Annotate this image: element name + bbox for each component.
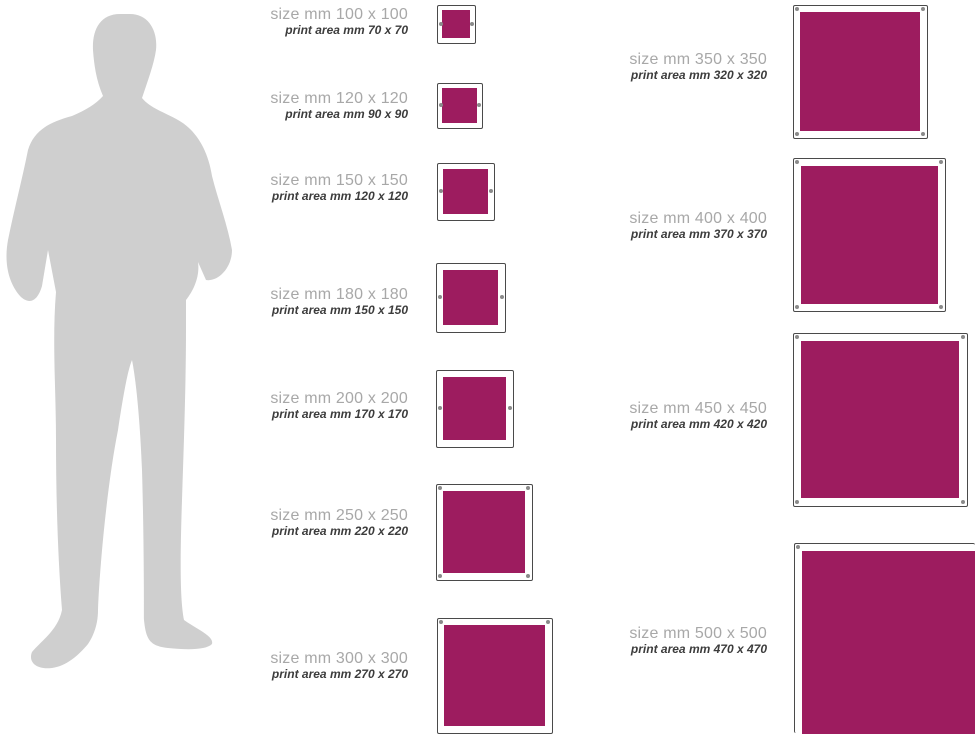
screw-hole-icon (438, 406, 442, 410)
panel-label-150: size mm 150 x 150 print area mm 120 x 12… (208, 172, 408, 203)
panel-size-text: size mm 180 x 180 (270, 286, 408, 303)
panel-print-area-text: print area mm 470 x 470 (630, 641, 767, 656)
screw-hole-icon (526, 574, 530, 578)
panel-print-area (442, 10, 470, 38)
screw-hole-icon (439, 22, 443, 26)
panel-size-text: size mm 400 x 400 (629, 210, 767, 227)
screw-hole-icon (470, 22, 474, 26)
panel-size-text: size mm 300 x 300 (270, 650, 408, 667)
panel-print-area-text: print area mm 90 x 90 (285, 106, 408, 121)
person-silhouette-icon (6, 14, 232, 669)
panel-size-text: size mm 500 x 500 (629, 625, 767, 642)
panel-print-area (801, 341, 959, 498)
panel-print-area-text: print area mm 70 x 70 (285, 22, 408, 37)
panel-label-200: size mm 200 x 200 print area mm 170 x 17… (208, 390, 408, 421)
panel-frame-200 (436, 370, 514, 448)
screw-hole-icon (477, 103, 481, 107)
screw-hole-icon (961, 335, 965, 339)
panel-frame-400 (793, 158, 946, 312)
screw-hole-icon (961, 500, 965, 504)
panel-print-area-text: print area mm 270 x 270 (271, 666, 408, 681)
screw-hole-icon (795, 305, 799, 309)
panel-frame-450 (793, 333, 968, 507)
screw-hole-icon (795, 500, 799, 504)
screw-hole-icon (795, 132, 799, 136)
panel-print-area (442, 88, 477, 123)
screw-hole-icon (921, 132, 925, 136)
panel-print-area (801, 166, 938, 304)
panel-print-area-text: print area mm 420 x 420 (630, 416, 767, 431)
panel-print-area (802, 551, 975, 734)
panel-print-area-text: print area mm 320 x 320 (630, 67, 767, 82)
panel-frame-150 (437, 163, 495, 221)
panel-frame-120 (437, 83, 483, 129)
screw-hole-icon (439, 620, 443, 624)
panel-label-250: size mm 250 x 250 print area mm 220 x 22… (208, 507, 408, 538)
screw-hole-icon (939, 160, 943, 164)
panel-print-area (443, 169, 488, 214)
panel-print-area (800, 12, 920, 131)
screw-hole-icon (795, 335, 799, 339)
screw-hole-icon (489, 189, 493, 193)
panel-label-400: size mm 400 x 400 print area mm 370 x 37… (567, 210, 767, 241)
panel-print-area (443, 270, 498, 325)
panel-frame-350 (793, 5, 928, 139)
panel-print-area-text: print area mm 170 x 170 (271, 406, 408, 421)
panel-print-area (443, 491, 525, 573)
screw-hole-icon (795, 160, 799, 164)
screw-hole-icon (439, 103, 443, 107)
screw-hole-icon (921, 7, 925, 11)
panel-print-area-text: print area mm 120 x 120 (271, 188, 408, 203)
screw-hole-icon (939, 305, 943, 309)
panel-frame-180 (436, 263, 506, 333)
panel-print-area-text: print area mm 220 x 220 (271, 523, 408, 538)
screw-hole-icon (439, 189, 443, 193)
screw-hole-icon (508, 406, 512, 410)
panel-size-text: size mm 200 x 200 (270, 390, 408, 407)
panel-frame-300 (437, 618, 553, 734)
panel-size-text: size mm 350 x 350 (629, 51, 767, 68)
panel-label-500: size mm 500 x 500 print area mm 470 x 47… (567, 625, 767, 656)
screw-hole-icon (526, 486, 530, 490)
screw-hole-icon (438, 486, 442, 490)
panel-print-area-text: print area mm 150 x 150 (271, 302, 408, 317)
panel-print-area (444, 625, 545, 726)
panel-print-area-text: print area mm 370 x 370 (630, 226, 767, 241)
panel-size-text: size mm 120 x 120 (270, 90, 408, 107)
panel-label-180: size mm 180 x 180 print area mm 150 x 15… (208, 286, 408, 317)
panel-label-300: size mm 300 x 300 print area mm 270 x 27… (208, 650, 408, 681)
screw-hole-icon (546, 620, 550, 624)
panel-label-350: size mm 350 x 350 print area mm 320 x 32… (567, 51, 767, 82)
panel-frame-250 (436, 484, 533, 581)
panel-frame-500 (794, 543, 975, 734)
panel-label-450: size mm 450 x 450 print area mm 420 x 42… (567, 400, 767, 431)
screw-hole-icon (795, 7, 799, 11)
panel-print-area (443, 377, 506, 440)
panel-label-120: size mm 120 x 120 print area mm 90 x 90 (208, 90, 408, 121)
panel-label-100: size mm 100 x 100 print area mm 70 x 70 (208, 6, 408, 37)
panel-size-text: size mm 150 x 150 (270, 172, 408, 189)
screw-hole-icon (500, 295, 504, 299)
screw-hole-icon (438, 574, 442, 578)
panel-frame-100 (437, 5, 476, 44)
panel-size-text: size mm 250 x 250 (270, 507, 408, 524)
panel-size-text: size mm 100 x 100 (270, 6, 408, 23)
panel-size-text: size mm 450 x 450 (629, 400, 767, 417)
screw-hole-icon (796, 545, 800, 549)
screw-hole-icon (438, 295, 442, 299)
